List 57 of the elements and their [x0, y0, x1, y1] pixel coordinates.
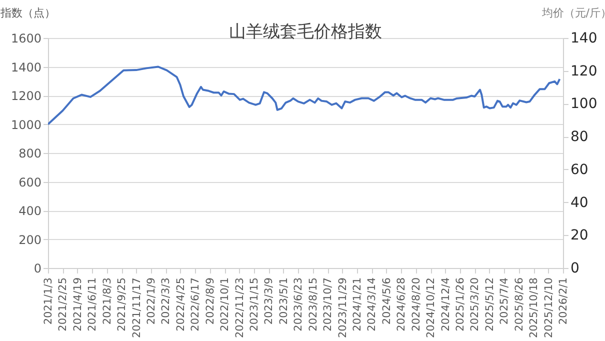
- y2-tick-label: 100: [570, 96, 598, 112]
- y2-tick-label: 0: [570, 260, 580, 276]
- y-tick-label: 1600: [10, 32, 42, 46]
- x-tick-label: 2022/11/23: [234, 278, 246, 338]
- x-tick-label: 2026/2/1: [558, 278, 570, 325]
- y-tick-label: 0: [34, 262, 42, 276]
- line-series: [48, 66, 561, 126]
- x-tick-label: 2023/3/9: [263, 278, 276, 325]
- y2-tick-label: 140: [570, 30, 598, 46]
- chart-title: 山羊绒套毛价格指数: [229, 22, 382, 42]
- y-tick-label: 1200: [10, 89, 42, 103]
- y2-tick-label: 80: [570, 129, 588, 146]
- y-tick-label: 1400: [10, 60, 42, 74]
- x-tick-label: 2022/3/3: [160, 278, 172, 325]
- x-tick-label: 2023/11/29: [336, 278, 349, 338]
- x-tick-label: 2022/1/9: [146, 278, 158, 325]
- x-tick-label: 2022/10/1: [219, 278, 232, 332]
- x-tick-label: 2025/12/10: [542, 278, 555, 338]
- x-tick-label: 2025/1/26: [454, 277, 466, 332]
- x-tick-label: 2021/9/25: [116, 278, 128, 332]
- x-tick-label: 2024/1/21: [352, 278, 364, 332]
- y2-tick-label: 40: [570, 194, 588, 211]
- y2-tick-label: 120: [570, 63, 598, 80]
- x-tick-label: 2022/6/17: [190, 278, 202, 332]
- x-tick-label: 2022/4/25: [174, 278, 187, 332]
- y-tick-label: 1000: [10, 118, 42, 132]
- x-tick-label: 2025/7/4: [498, 277, 511, 325]
- x-tick-label: 2025/5/12: [484, 278, 496, 332]
- x-tick-label: 2023/6/23: [292, 278, 305, 332]
- y2-tick-label: 20: [570, 228, 588, 244]
- x-tick-label: 2025/10/18: [528, 278, 540, 338]
- x-tick-label: 2021/2/25: [57, 278, 70, 332]
- x-tick-label: 2024/5/6: [380, 277, 393, 325]
- x-tick-label: 2023/8/15: [307, 278, 320, 332]
- x-tick-label: 2025/8/26: [513, 277, 526, 332]
- y-tick-label: 600: [18, 175, 42, 190]
- x-tick-label: 2021/6/11: [86, 278, 99, 332]
- y-tick-label: 400: [18, 204, 42, 218]
- x-tick-label: 2024/6/28: [396, 278, 408, 332]
- x-tick-label: 2023/1/15: [248, 278, 260, 332]
- x-tick-label: 2021/8/3: [101, 278, 114, 325]
- y2-tick-label: 60: [570, 162, 588, 178]
- y-tick-label: 800: [18, 146, 42, 160]
- x-tick-label: 2021/4/19: [72, 278, 84, 332]
- y-tick-label: 200: [18, 232, 42, 247]
- y-axis-title: 指数（点）: [0, 6, 56, 20]
- x-tick-label: 2021/1/3: [42, 278, 54, 325]
- x-tick-label: 2024/3/14: [366, 277, 378, 332]
- x-tick-label: 2023/10/7: [322, 278, 334, 332]
- x-tick-label: 2025/3/20: [469, 278, 482, 332]
- x-tick-label: 2023/5/1: [278, 278, 290, 325]
- x-tick-label: 2024/8/20: [410, 278, 422, 332]
- x-tick-label: 2024/10/12: [425, 278, 438, 338]
- x-tick-label: 2021/11/17: [130, 278, 143, 338]
- x-tick-label: 2022/8/9: [204, 278, 216, 325]
- y2-axis-title: 均价（元/斤）: [540, 6, 605, 20]
- x-tick-label: 2024/12/4: [440, 277, 452, 332]
